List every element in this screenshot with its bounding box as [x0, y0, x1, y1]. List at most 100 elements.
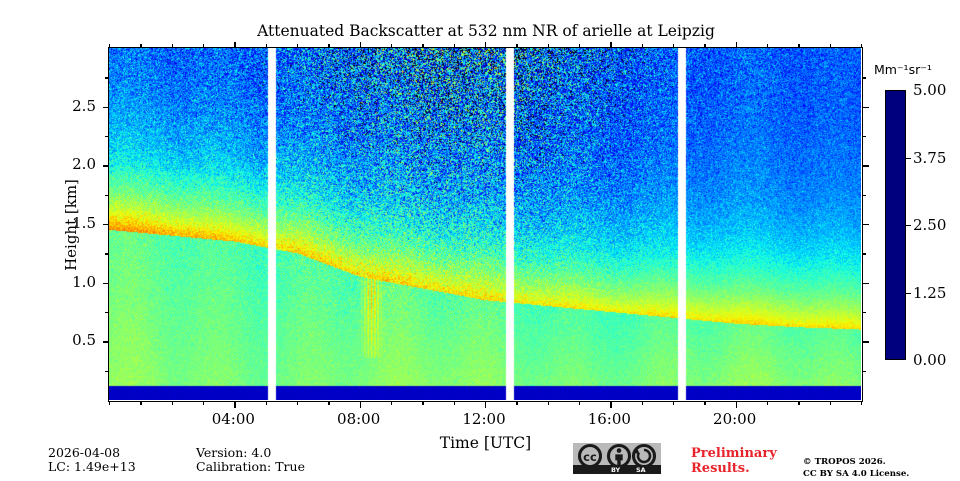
- axis-tick: [109, 401, 111, 405]
- axis-tick: [641, 401, 643, 405]
- axis-tick: [105, 312, 109, 314]
- axis-tick: [862, 165, 869, 167]
- badge-by-label: BY: [611, 465, 621, 474]
- plot-area[interactable]: Height [km]: [62, 41, 869, 408]
- axis-tick: [391, 401, 393, 405]
- copyright-notice: © TROPOS 2026. CC BY SA 4.0 License.: [803, 456, 909, 481]
- y-tick-label: 2.5: [72, 96, 96, 115]
- axis-tick: [735, 401, 738, 408]
- axis-tick: [704, 401, 706, 405]
- axis-tick: [862, 341, 869, 343]
- colorbar-tick-label: 3.75: [913, 148, 947, 167]
- axis-tick: [328, 401, 330, 405]
- axis-tick: [453, 44, 455, 48]
- axis-tick: [862, 224, 869, 226]
- axis-tick: [171, 401, 173, 405]
- axis-tick: [485, 401, 487, 408]
- axis-tick: [203, 401, 205, 405]
- colorbar-tick-label: 0.00: [913, 351, 947, 369]
- axis-tick: [105, 253, 109, 255]
- axis-tick: [391, 44, 393, 48]
- axis-tick: [579, 401, 581, 405]
- axis-tick: [767, 44, 769, 48]
- axis-tick: [829, 401, 831, 405]
- x-tick-label: 16:00: [587, 410, 631, 428]
- axis-tick: [102, 224, 109, 226]
- axis-tick: [140, 401, 142, 405]
- axis-tick: [422, 44, 424, 48]
- axis-tick: [516, 44, 518, 48]
- axis-tick: [140, 44, 142, 48]
- axis-tick: [547, 44, 549, 48]
- axis-tick: [862, 312, 866, 314]
- axis-tick: [798, 401, 800, 405]
- axis-tick: [102, 165, 109, 167]
- axis-tick: [862, 370, 866, 372]
- axis-tick: [641, 44, 643, 48]
- backscatter-heatmap: [109, 48, 861, 400]
- axis-tick: [234, 401, 236, 408]
- colorbar-tick: [906, 157, 911, 159]
- axis-tick: [171, 44, 173, 48]
- page-title: Attenuated Backscatter at 532 nm NR of a…: [257, 22, 715, 40]
- preliminary-line-2: Results.: [691, 461, 750, 477]
- creative-commons-badge[interactable]: cc BY SA: [573, 443, 661, 474]
- x-axis-label: Time [UTC]: [439, 434, 532, 452]
- axis-tick: [359, 41, 362, 48]
- svg-text:cc: cc: [583, 450, 597, 464]
- axis-tick: [359, 401, 362, 408]
- axis-tick: [735, 41, 738, 48]
- axis-tick: [798, 44, 800, 48]
- axis-tick: [105, 77, 109, 79]
- colorbar-tick: [906, 225, 911, 227]
- axis-tick: [265, 401, 267, 405]
- colorbar-gradient: [885, 90, 906, 360]
- footer-date: 2026-04-08: [48, 445, 121, 460]
- axis-tick: [862, 194, 866, 196]
- axis-tick: [829, 44, 831, 48]
- axis-tick: [673, 44, 675, 48]
- axis-tick: [234, 41, 236, 48]
- axis-tick: [861, 44, 863, 48]
- copyright-line-2: CC BY SA 4.0 License.: [803, 469, 910, 480]
- axis-tick: [105, 194, 109, 196]
- axis-tick: [109, 44, 111, 48]
- axis-tick: [102, 282, 109, 285]
- footer-version: Version: 4.0: [196, 445, 272, 460]
- preliminary-results-notice: Preliminary Results.: [691, 446, 777, 477]
- axis-tick: [297, 44, 299, 48]
- axis-tick: [862, 282, 869, 285]
- axis-tick: [102, 106, 109, 109]
- y-tick-label: 1.5: [72, 214, 96, 232]
- axis-tick: [861, 401, 863, 405]
- axis-tick: [579, 44, 581, 48]
- axis-tick: [265, 44, 267, 48]
- axis-tick: [862, 253, 866, 255]
- axis-tick: [485, 41, 487, 48]
- axis-tick: [422, 401, 424, 405]
- axis-tick: [105, 136, 109, 138]
- axis-tick: [862, 136, 866, 138]
- axis-tick: [610, 401, 612, 408]
- axis-tick: [862, 77, 866, 79]
- axis-tick: [704, 44, 706, 48]
- axis-tick: [102, 341, 109, 343]
- axis-tick: [328, 44, 330, 48]
- x-tick-label: 08:00: [337, 410, 381, 428]
- colorbar-tick: [906, 292, 911, 294]
- colorbar-tick-label: 2.50: [913, 216, 947, 234]
- copyright-line-1: © TROPOS 2026.: [803, 457, 886, 467]
- x-tick-label: 20:00: [713, 410, 757, 428]
- axis-tick: [203, 44, 205, 48]
- colorbar-unit-label: Mm⁻¹sr⁻¹: [874, 62, 932, 77]
- axis-tick: [297, 401, 299, 405]
- axis-tick: [547, 401, 549, 405]
- axis-tick: [767, 401, 769, 405]
- footer-lidar-constant: LC: 1.49e+13: [48, 459, 136, 474]
- axis-tick: [105, 370, 109, 372]
- colorbar-tick-label: 1.25: [913, 283, 947, 302]
- badge-sa-label: SA: [636, 465, 646, 474]
- colorbar[interactable]: 0.00 1.25 2.50 3.75 5.00: [885, 81, 946, 369]
- y-tick-label: 1.0: [72, 272, 96, 291]
- y-tick-label: 0.5: [72, 331, 96, 350]
